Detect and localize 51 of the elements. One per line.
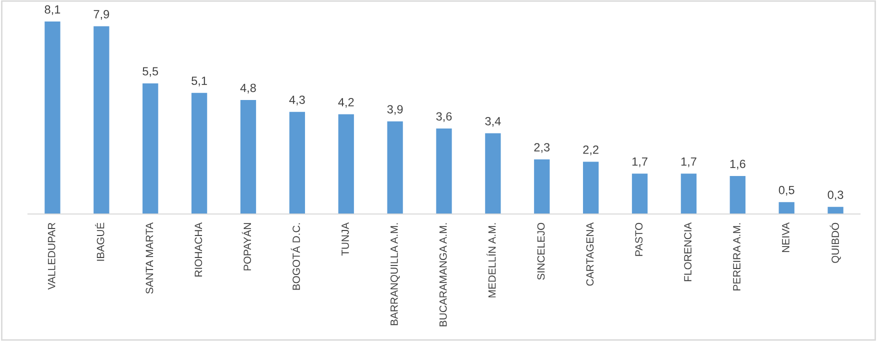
- bar: [94, 26, 110, 214]
- data-label: 4,8: [240, 84, 256, 94]
- x-tick-label: BOGOTÁ D.C.: [290, 223, 300, 290]
- x-tick-label: POPAYÁN: [242, 223, 252, 270]
- bar: [485, 133, 501, 214]
- bar: [778, 202, 794, 214]
- data-label: 4,3: [289, 96, 305, 106]
- bar: [387, 121, 403, 214]
- data-label: 1,6: [730, 160, 746, 170]
- x-tick-label: MEDELLÍN A.M.: [486, 223, 496, 298]
- data-label: 1,7: [681, 157, 696, 168]
- bar: [289, 112, 306, 214]
- data-label: 3,9: [387, 105, 403, 115]
- bar: [338, 114, 354, 214]
- x-tick-label: SINCELEJO: [537, 222, 545, 280]
- data-label: 2,2: [583, 145, 598, 156]
- data-label: 0,3: [828, 190, 844, 200]
- x-tick-label: BARRANQUILLA A.M.: [390, 223, 400, 326]
- bar: [828, 206, 844, 214]
- bar: [582, 162, 599, 214]
- data-label: 2,3: [534, 143, 550, 153]
- x-tick-label: NEIVA: [782, 222, 790, 252]
- data-label: 1,7: [632, 157, 648, 168]
- data-label: 4,2: [338, 98, 354, 108]
- x-tick-label: FLORENCIA: [684, 222, 692, 282]
- x-tick-label: QUIBDÓ: [830, 222, 841, 263]
- x-tick-label: PEREIRA A.M.: [733, 223, 740, 290]
- bar: [680, 174, 697, 214]
- bar: [436, 128, 452, 214]
- bar: [191, 92, 208, 214]
- data-label: 7,9: [94, 10, 110, 20]
- data-label: 3,6: [436, 112, 452, 122]
- bar: [142, 83, 158, 214]
- x-tick-label: IBAGUÉ: [95, 222, 104, 261]
- x-tick-label: CARTAGENA: [586, 222, 594, 286]
- x-tick-label: BUCARAMANGA A.M.: [439, 223, 447, 326]
- bar: [632, 174, 648, 214]
- bar: [240, 100, 256, 214]
- data-label: 5,1: [192, 76, 207, 86]
- x-tick-label: VALLEDUPAR: [48, 222, 56, 290]
- bar: [44, 22, 60, 214]
- data-label: 0,5: [778, 186, 794, 196]
- x-tick-label: RIOHACHA: [194, 222, 202, 276]
- x-tick-label: PASTO: [635, 222, 643, 256]
- x-tick-label: SANTA MARTA: [146, 222, 154, 294]
- data-label: 8,1: [44, 5, 60, 16]
- data-label: 5,5: [142, 67, 158, 77]
- bar: [534, 159, 550, 214]
- bar: [730, 176, 746, 214]
- data-label: 3,4: [485, 116, 501, 127]
- x-tick-label: TUNJA: [342, 222, 349, 256]
